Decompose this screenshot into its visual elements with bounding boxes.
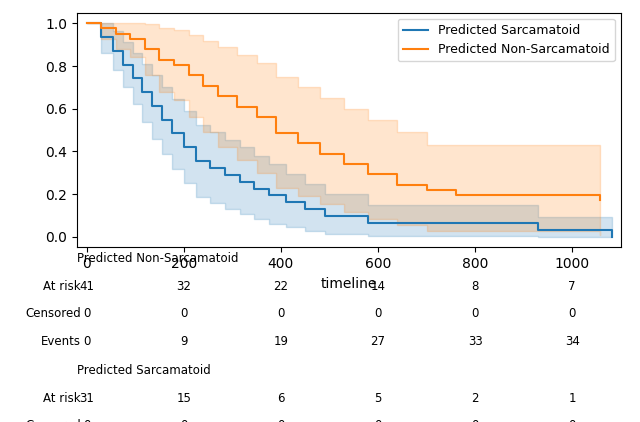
Text: 32: 32 [176, 280, 191, 293]
Predicted Non-Sarcamatoid [422, 187, 430, 192]
Predicted Non-Sarcamatoid [272, 130, 280, 135]
Predicted Sarcamatoid [158, 117, 166, 122]
Text: 0: 0 [83, 307, 90, 320]
Predicted Sarcamatoid [608, 234, 616, 239]
Predicted Sarcamatoid [236, 179, 243, 184]
Predicted Non-Sarcamatoid [233, 104, 241, 109]
Text: 6: 6 [277, 392, 285, 405]
Text: Censored: Censored [26, 419, 81, 422]
Predicted Sarcamatoid [467, 220, 474, 225]
Predicted Non-Sarcamatoid [83, 21, 90, 26]
X-axis label: timeline: timeline [321, 277, 377, 291]
Predicted Non-Sarcamatoid [97, 26, 105, 31]
Text: 0: 0 [180, 419, 188, 422]
Predicted Non-Sarcamatoid [156, 57, 163, 62]
Predicted Non-Sarcamatoid [596, 198, 604, 203]
Text: 0: 0 [472, 419, 479, 422]
Predicted Sarcamatoid [321, 214, 328, 219]
Predicted Sarcamatoid [192, 158, 200, 163]
Predicted Non-Sarcamatoid [185, 73, 193, 78]
Predicted Non-Sarcamatoid [364, 172, 372, 177]
Predicted Sarcamatoid [282, 200, 289, 205]
Text: 2: 2 [471, 392, 479, 405]
Text: 31: 31 [79, 392, 94, 405]
Text: 0: 0 [277, 419, 285, 422]
Text: 0: 0 [180, 307, 188, 320]
Predicted Sarcamatoid [388, 220, 396, 225]
Text: 41: 41 [79, 280, 94, 293]
Text: At risk: At risk [44, 392, 81, 405]
Predicted Non-Sarcamatoid [126, 36, 134, 41]
Text: 0: 0 [277, 307, 285, 320]
Predicted Sarcamatoid [207, 165, 214, 170]
Text: 22: 22 [273, 280, 288, 293]
Text: 15: 15 [176, 392, 191, 405]
Predicted Sarcamatoid [168, 131, 175, 136]
Predicted Sarcamatoid [364, 220, 372, 225]
Text: 34: 34 [564, 335, 580, 348]
Predicted Sarcamatoid [301, 207, 309, 212]
Predicted Sarcamatoid [148, 103, 156, 108]
Text: At risk: At risk [44, 280, 81, 293]
Predicted Non-Sarcamatoid [253, 114, 260, 119]
Predicted Sarcamatoid [342, 214, 350, 219]
Text: 27: 27 [371, 335, 385, 348]
Predicted Sarcamatoid [440, 220, 447, 225]
Predicted Non-Sarcamatoid [112, 31, 120, 36]
Predicted Non-Sarcamatoid [340, 162, 348, 167]
Text: 14: 14 [371, 280, 385, 293]
Predicted Sarcamatoid [598, 227, 605, 233]
Predicted Sarcamatoid [534, 227, 542, 233]
Text: 7: 7 [568, 280, 576, 293]
Predicted Sarcamatoid [83, 21, 90, 26]
Text: 8: 8 [472, 280, 479, 293]
Line: Predicted Sarcamatoid: Predicted Sarcamatoid [86, 23, 612, 237]
Predicted Sarcamatoid [180, 145, 188, 150]
Text: 0: 0 [374, 307, 381, 320]
Predicted Non-Sarcamatoid [452, 192, 460, 197]
Predicted Sarcamatoid [109, 49, 117, 54]
Text: 33: 33 [468, 335, 483, 348]
Text: 19: 19 [273, 335, 288, 348]
Predicted Non-Sarcamatoid [170, 62, 178, 68]
Text: Events: Events [41, 335, 81, 348]
Predicted Sarcamatoid [413, 220, 420, 225]
Text: 0: 0 [568, 307, 576, 320]
Text: Censored: Censored [26, 307, 81, 320]
Predicted Non-Sarcamatoid [515, 192, 523, 197]
Predicted Non-Sarcamatoid [554, 192, 561, 197]
Text: 0: 0 [83, 335, 90, 348]
Predicted Sarcamatoid [568, 227, 576, 233]
Text: 0: 0 [374, 419, 381, 422]
Legend: Predicted Sarcamatoid, Predicted Non-Sarcamatoid: Predicted Sarcamatoid, Predicted Non-Sar… [398, 19, 614, 61]
Text: 5: 5 [374, 392, 381, 405]
Predicted Non-Sarcamatoid [394, 182, 401, 187]
Predicted Sarcamatoid [221, 172, 228, 177]
Predicted Non-Sarcamatoid [294, 141, 301, 146]
Predicted Sarcamatoid [138, 90, 146, 95]
Predicted Sarcamatoid [498, 220, 506, 225]
Predicted Sarcamatoid [265, 193, 273, 198]
Predicted Sarcamatoid [250, 186, 258, 191]
Text: 9: 9 [180, 335, 188, 348]
Predicted Non-Sarcamatoid [199, 83, 207, 88]
Predicted Sarcamatoid [129, 76, 136, 81]
Predicted Non-Sarcamatoid [141, 47, 148, 52]
Predicted Non-Sarcamatoid [316, 151, 323, 156]
Predicted Non-Sarcamatoid [481, 192, 489, 197]
Text: Predicted Sarcamatoid: Predicted Sarcamatoid [77, 364, 211, 377]
Text: 0: 0 [472, 307, 479, 320]
Text: Predicted Non-Sarcamatoid: Predicted Non-Sarcamatoid [77, 252, 238, 265]
Predicted Sarcamatoid [97, 35, 105, 40]
Line: Predicted Non-Sarcamatoid: Predicted Non-Sarcamatoid [86, 23, 600, 200]
Predicted Sarcamatoid [119, 62, 127, 67]
Text: 1: 1 [568, 392, 576, 405]
Predicted Non-Sarcamatoid [214, 94, 221, 99]
Text: 0: 0 [568, 419, 576, 422]
Text: 0: 0 [83, 419, 90, 422]
